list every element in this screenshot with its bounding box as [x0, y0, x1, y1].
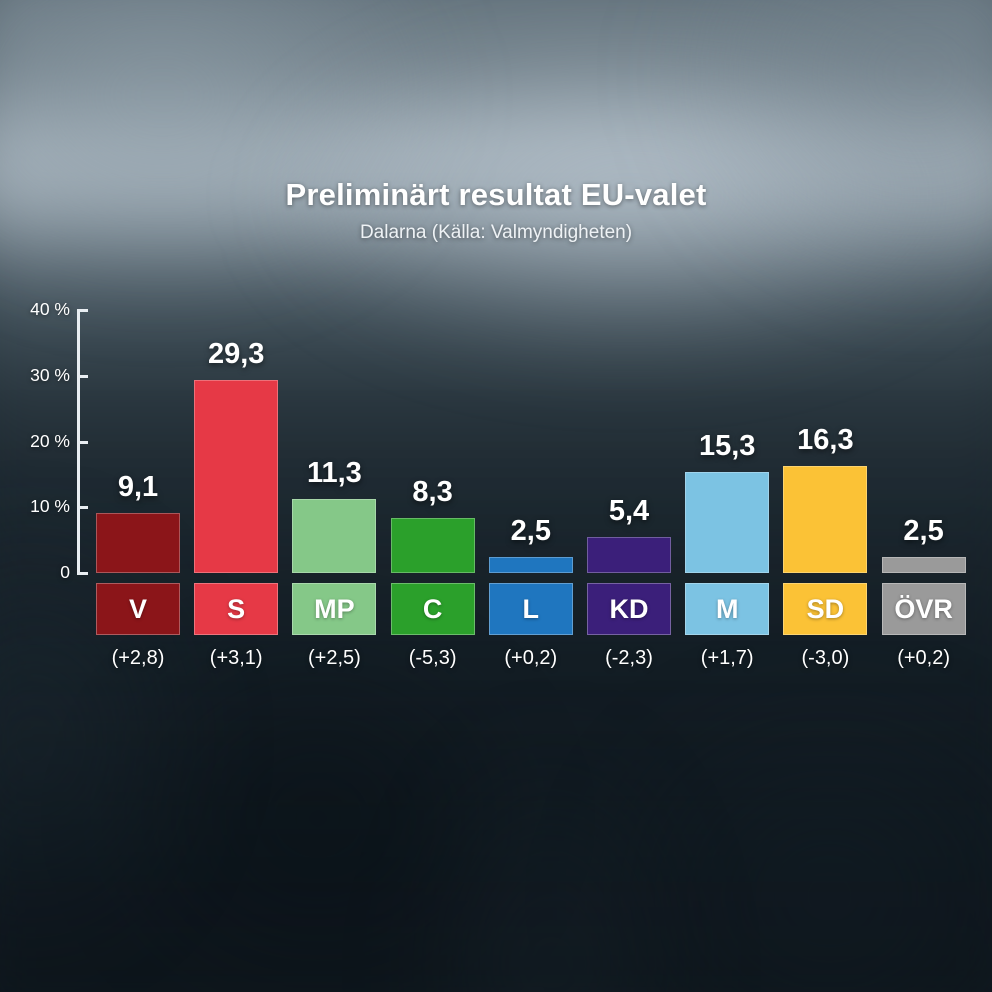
- chart-title: Preliminärt resultat EU-valet: [285, 177, 707, 212]
- bar-group[interactable]: 2,5 L (+0,2): [488, 0, 573, 992]
- bar-group[interactable]: 11,3 MP (+2,5): [292, 0, 377, 992]
- y-axis-tick: [77, 440, 88, 444]
- bar-value-label: 9,1: [117, 471, 159, 504]
- y-axis-tick: [77, 374, 88, 378]
- bar[interactable]: [390, 518, 475, 573]
- y-axis-tick: [77, 506, 88, 510]
- party-abbreviation: M: [715, 593, 739, 624]
- bar-value-label: 5,4: [608, 495, 650, 528]
- y-axis-tick: [77, 309, 88, 312]
- party-label-box[interactable]: M: [685, 583, 770, 635]
- bar-value-label: 11,3: [306, 456, 362, 489]
- party-change-label: (+0,2): [897, 647, 950, 669]
- bar-value-label: 15,3: [698, 430, 756, 463]
- party-abbreviation: C: [422, 593, 443, 624]
- party-label-box[interactable]: SD: [783, 583, 868, 635]
- party-abbreviation: MP: [314, 593, 355, 624]
- y-axis-tick-label: 10 %: [30, 496, 70, 517]
- bar[interactable]: [96, 513, 180, 573]
- y-axis-tick-label: 40 %: [30, 299, 70, 319]
- bar-group[interactable]: 15,3 M (+1,7): [685, 0, 770, 992]
- party-change-label: (-5,3): [408, 647, 457, 669]
- party-label-box[interactable]: MP: [292, 583, 377, 635]
- party-change-label: (+2,5): [307, 647, 361, 669]
- party-label-box[interactable]: ÖVR: [881, 583, 966, 635]
- party-abbreviation: L: [522, 593, 540, 624]
- party-abbreviation: SD: [806, 593, 845, 624]
- party-label-box[interactable]: C: [390, 583, 475, 635]
- bar-group[interactable]: 8,3 C (-5,3): [390, 0, 475, 992]
- bar[interactable]: [587, 537, 671, 573]
- bar[interactable]: [488, 556, 573, 573]
- party-change-label: (-3,0): [801, 647, 850, 669]
- party-abbreviation: V: [128, 593, 147, 624]
- bar-group[interactable]: 29,3 S (+3,1): [194, 0, 279, 992]
- party-change-label: (-2,3): [605, 647, 653, 669]
- bar-group[interactable]: 9,1 V (+2,8): [96, 0, 180, 992]
- party-label-box[interactable]: KD: [587, 583, 671, 635]
- chart-heading: Preliminärt resultat EU-valet Dalarna (K…: [0, 177, 992, 244]
- bar-value-label: 2,5: [510, 514, 551, 547]
- bar[interactable]: [194, 380, 279, 573]
- bar-value-label: 8,3: [412, 476, 453, 509]
- party-abbreviation: KD: [609, 593, 649, 624]
- y-axis-tick: [77, 572, 88, 575]
- bar[interactable]: [881, 556, 966, 573]
- bar-group[interactable]: 16,3 SD (-3,0): [783, 0, 868, 992]
- party-abbreviation: S: [227, 593, 246, 624]
- bar[interactable]: [292, 498, 377, 573]
- party-label-box[interactable]: S: [194, 583, 279, 635]
- y-axis-tick-label: 0: [60, 562, 70, 582]
- party-label-box[interactable]: L: [488, 583, 573, 635]
- bar-group[interactable]: 5,4 KD (-2,3): [587, 0, 671, 992]
- party-change-label: (+1,7): [700, 647, 754, 669]
- party-abbreviation: ÖVR: [894, 593, 953, 624]
- bar-group[interactable]: 2,5 ÖVR (+0,2): [881, 0, 966, 992]
- chart-subtitle: Dalarna (Källa: Valmyndigheten): [359, 222, 633, 244]
- bar-value-label: 29,3: [207, 338, 265, 371]
- bar-value-label: 16,3: [797, 423, 854, 456]
- y-axis-tick-label: 20 %: [30, 430, 70, 451]
- bar-value-label: 2,5: [903, 514, 944, 547]
- bar[interactable]: [685, 472, 770, 573]
- y-axis-tick-label: 30 %: [30, 364, 70, 385]
- bar[interactable]: [783, 465, 868, 573]
- party-change-label: (+3,1): [209, 647, 263, 669]
- party-label-box[interactable]: V: [96, 583, 180, 635]
- party-change-label: (+2,8): [111, 647, 165, 669]
- party-change-label: (+0,2): [504, 647, 558, 669]
